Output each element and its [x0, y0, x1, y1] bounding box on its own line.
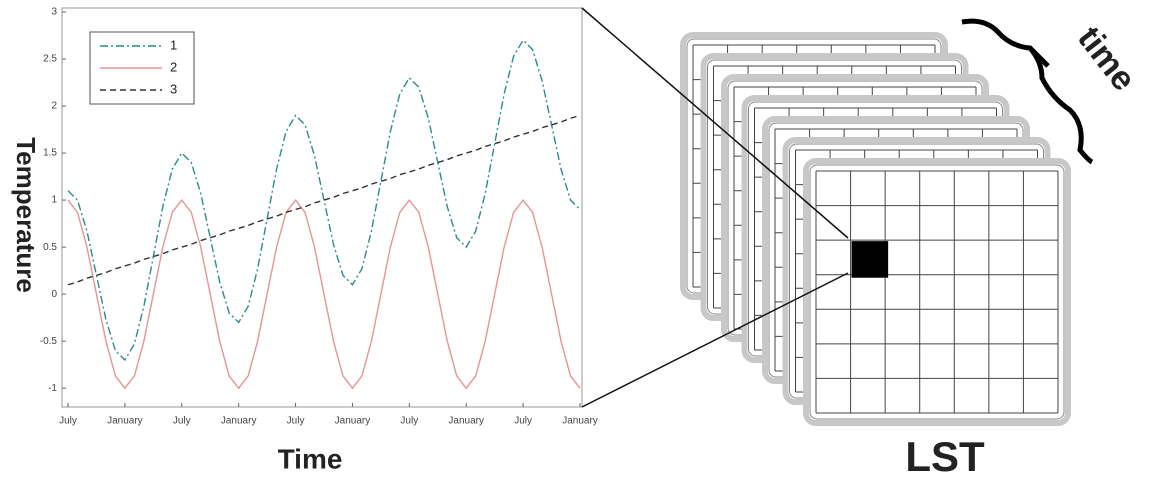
- legend-label: 2: [170, 59, 177, 74]
- frame: [809, 164, 1065, 420]
- connector: [581, 7, 849, 239]
- y-tick-label: 1.5: [43, 148, 57, 159]
- x-tick-label: January: [107, 416, 143, 427]
- y-tick-label: -1: [48, 383, 57, 394]
- x-tick-label: July: [173, 416, 191, 427]
- y-axis-label: Temperature: [11, 137, 41, 293]
- x-tick-label: July: [287, 416, 305, 427]
- x-tick-label: January: [335, 416, 371, 427]
- x-tick-label: January: [562, 416, 598, 427]
- connector: [581, 272, 849, 408]
- y-tick-label: 2: [51, 101, 57, 112]
- lst-label: LST: [905, 433, 985, 480]
- time-brace: [961, 18, 1094, 165]
- lst-stack: [680, 32, 1071, 426]
- time-brace-tip: [1028, 46, 1050, 68]
- selected-pixel: [851, 241, 889, 278]
- x-axis-label: Time: [278, 443, 343, 474]
- legend-label: 3: [170, 81, 177, 96]
- series-line: [67, 39, 581, 362]
- x-tick-label: January: [221, 416, 257, 427]
- y-tick-label: 0: [51, 289, 57, 300]
- y-tick-label: 1: [51, 195, 57, 206]
- x-tick-label: July: [400, 416, 418, 427]
- x-tick-label: July: [59, 416, 77, 427]
- y-tick-label: 3: [51, 7, 57, 18]
- x-tick-label: January: [448, 416, 484, 427]
- y-tick-label: -0.5: [40, 336, 58, 347]
- y-tick-label: 2.5: [43, 54, 57, 65]
- time-label: time: [1070, 20, 1143, 98]
- series-line: [67, 198, 581, 390]
- y-tick-label: 0.5: [43, 242, 57, 253]
- x-tick-label: July: [514, 416, 532, 427]
- legend-label: 1: [170, 37, 177, 52]
